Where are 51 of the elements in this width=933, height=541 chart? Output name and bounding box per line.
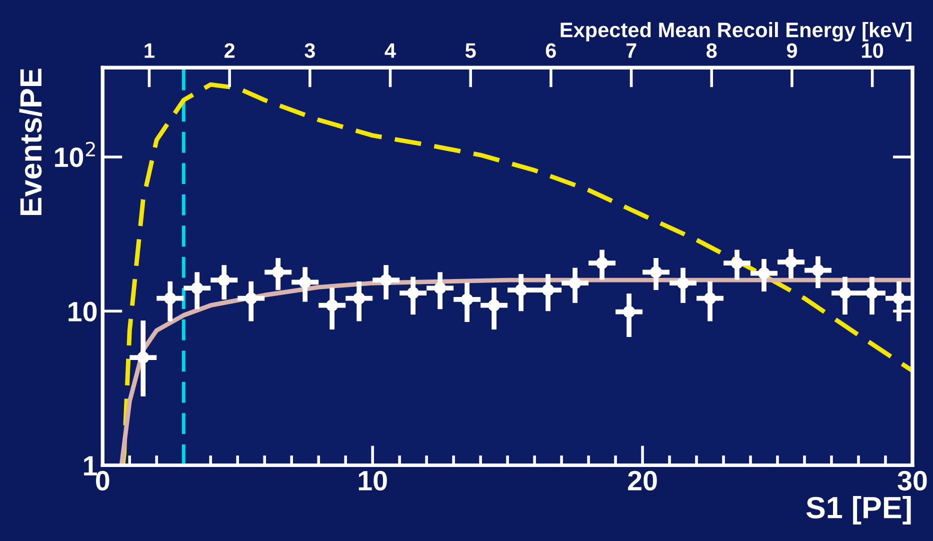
y-tick-label: 10 (68, 302, 97, 322)
point (299, 276, 312, 288)
point (461, 293, 474, 306)
x2-tick-label: 3 (304, 43, 315, 58)
point (353, 292, 366, 304)
point (245, 292, 258, 304)
x-tick-label: 0 (96, 470, 110, 491)
x2-tick-label: 1 (144, 43, 154, 58)
x2-tick-label: 7 (626, 43, 636, 58)
x2-tick-label: 4 (384, 43, 396, 58)
y-tick-label: 1 (84, 456, 97, 476)
point (515, 284, 528, 296)
point (434, 282, 446, 294)
point (704, 292, 716, 304)
point (784, 256, 798, 268)
y-tick-label: 10$^{2}$ (55, 142, 95, 168)
point (892, 292, 905, 304)
point (272, 266, 284, 278)
x2-tick-label: 10 (862, 43, 884, 58)
x-tick-label: 10 (358, 470, 387, 491)
x-tick-label: 30 (898, 470, 927, 491)
point (650, 266, 662, 278)
x2-tick-label: 2 (224, 43, 235, 58)
x-axis-title: S1 [PE] (806, 496, 911, 524)
point (677, 277, 690, 290)
line-series (120, 82, 912, 466)
x2-tick-label: 6 (546, 43, 556, 58)
x2-tick-label: 8 (706, 43, 717, 58)
y-axis-title: Events/PE (19, 68, 42, 216)
point (326, 299, 338, 312)
line-series (119, 278, 912, 466)
point (218, 274, 230, 286)
point (407, 287, 420, 300)
point (191, 282, 204, 294)
point (596, 257, 608, 270)
point (758, 267, 770, 280)
x-tick-label: 20 (628, 470, 657, 491)
x2-axis-title: Expected Mean Recoil Energy [keV] (560, 22, 912, 42)
point (164, 292, 176, 304)
point (380, 274, 392, 286)
x2-tick-label: 9 (786, 43, 797, 58)
point (542, 284, 554, 296)
point (812, 264, 824, 276)
x2-tick-label: 5 (465, 43, 476, 58)
point (137, 352, 150, 364)
point (866, 287, 878, 300)
point (569, 277, 582, 290)
point (838, 287, 851, 300)
point (488, 299, 500, 312)
point (623, 306, 636, 318)
point (730, 257, 744, 270)
